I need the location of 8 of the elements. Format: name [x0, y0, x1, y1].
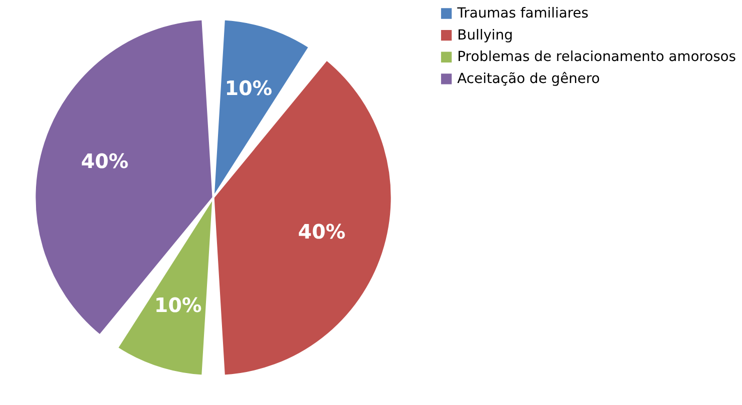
legend-label: Bullying [457, 27, 514, 44]
legend-label: Aceitação de gênero [457, 70, 600, 87]
data-label: 10% [224, 76, 272, 100]
data-label: 40% [81, 150, 129, 174]
legend-label: Problemas de relacionamento amorosos [457, 49, 736, 66]
data-label: 40% [298, 220, 346, 244]
legend-label: Traumas familiares [456, 5, 589, 22]
data-label: 10% [154, 294, 202, 317]
